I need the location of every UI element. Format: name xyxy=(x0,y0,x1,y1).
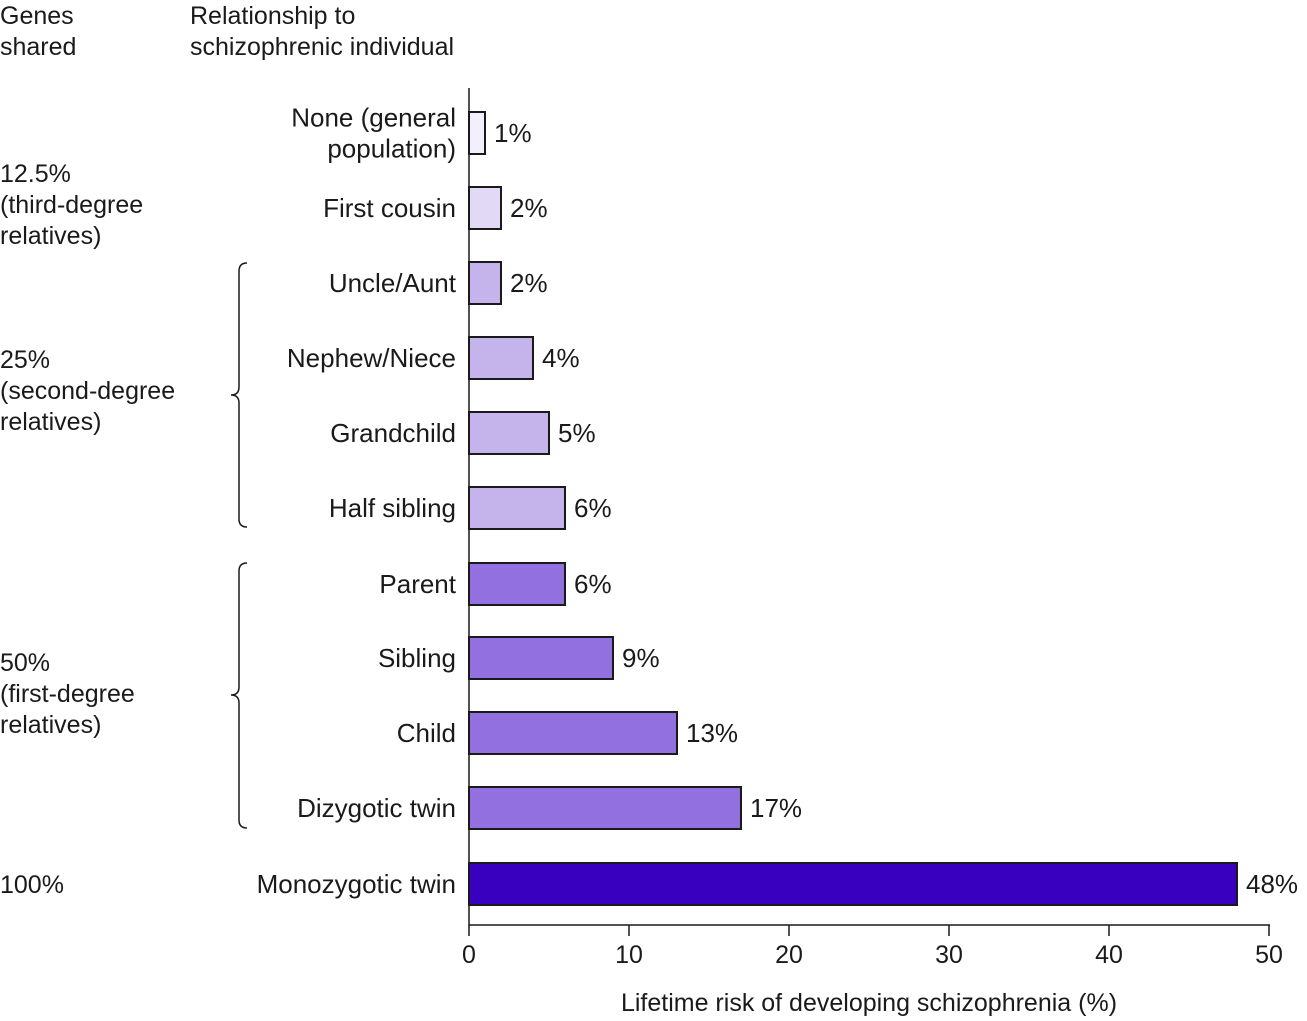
bar-2 xyxy=(468,186,502,230)
gene-share-group-3-line2: (first-degree xyxy=(0,680,135,708)
gene-share-group-1-line2: (third-degree xyxy=(0,191,143,219)
category-label-4: Nephew/Niece xyxy=(287,343,456,373)
category-label-11: Monozygotic twin xyxy=(257,869,456,899)
gene-share-group-1-line3: relatives) xyxy=(0,222,101,250)
category-label-7: Parent xyxy=(379,569,456,599)
bar-6 xyxy=(468,486,566,530)
category-label-8: Sibling xyxy=(378,643,456,673)
data-label-6: 6% xyxy=(574,493,612,523)
group-brackets xyxy=(230,262,248,829)
bar-8 xyxy=(468,636,614,680)
category-label-3: Uncle/Aunt xyxy=(329,268,457,298)
bar-10 xyxy=(468,786,742,830)
gene-share-groups: 12.5% (third-degree relatives) 25% (second-d… xyxy=(0,160,175,899)
x-axis-label: Lifetime risk of developing schizophreni… xyxy=(621,989,1117,1017)
relationship-header-line1: Relationship to xyxy=(190,2,355,30)
bracket-second-degree xyxy=(230,262,248,528)
data-label-4: 4% xyxy=(542,343,580,373)
category-label-9: Child xyxy=(397,718,456,748)
category-label-6: Half sibling xyxy=(329,493,456,523)
gene-share-group-1-line1: 12.5% xyxy=(0,160,71,188)
data-label-7: 6% xyxy=(574,569,612,599)
column-headers: Genes shared Relationship to schizophren… xyxy=(0,2,454,61)
category-label-1-line1: None (general xyxy=(291,103,456,133)
category-label-2: First cousin xyxy=(323,193,456,223)
relationship-header-line2: schizophrenic individual xyxy=(190,33,454,61)
bar-7 xyxy=(468,562,566,606)
category-label-5: Grandchild xyxy=(330,418,456,448)
axes xyxy=(468,88,1270,926)
x-tick-label-50: 50 xyxy=(1255,941,1283,969)
bar-1 xyxy=(468,111,486,155)
x-tick-label-30: 30 xyxy=(935,941,963,969)
x-tick-label-10: 10 xyxy=(615,941,643,969)
x-axis-ticks: 0 10 20 30 40 50 xyxy=(462,925,1283,969)
gene-share-group-2-line3: relatives) xyxy=(0,408,101,436)
gene-share-group-3-line1: 50% xyxy=(0,649,50,677)
data-label-11: 48% xyxy=(1246,869,1298,899)
data-label-10: 17% xyxy=(750,793,802,823)
gene-share-group-2-line1: 25% xyxy=(0,346,50,374)
gene-share-group-4-line1: 100% xyxy=(0,871,64,899)
data-label-5: 5% xyxy=(558,418,596,448)
data-label-2: 2% xyxy=(510,193,548,223)
category-label-1-line2: population) xyxy=(327,134,456,164)
bar-9 xyxy=(468,711,678,755)
bracket-first-degree xyxy=(230,562,248,829)
data-label-9: 13% xyxy=(686,718,738,748)
genes-shared-header-line1: Genes xyxy=(0,2,74,30)
genes-shared-header-line2: shared xyxy=(0,33,76,61)
bar-3 xyxy=(468,261,502,305)
data-label-8: 9% xyxy=(622,643,660,673)
data-label-1: 1% xyxy=(494,118,532,148)
bar-11 xyxy=(468,862,1238,906)
bar-5 xyxy=(468,411,550,455)
bars xyxy=(468,111,1238,906)
x-tick-label-40: 40 xyxy=(1095,941,1123,969)
x-tick-label-0: 0 xyxy=(462,941,476,969)
data-labels: 1% 2% 2% 4% 5% 6% 6% 9% 13% 17% 48% xyxy=(494,118,1298,899)
gene-share-group-3-line3: relatives) xyxy=(0,711,101,739)
gene-share-group-2-line2: (second-degree xyxy=(0,377,175,405)
data-label-3: 2% xyxy=(510,268,548,298)
category-label-10: Dizygotic twin xyxy=(297,793,456,823)
bar-4 xyxy=(468,336,534,380)
x-tick-label-20: 20 xyxy=(775,941,803,969)
